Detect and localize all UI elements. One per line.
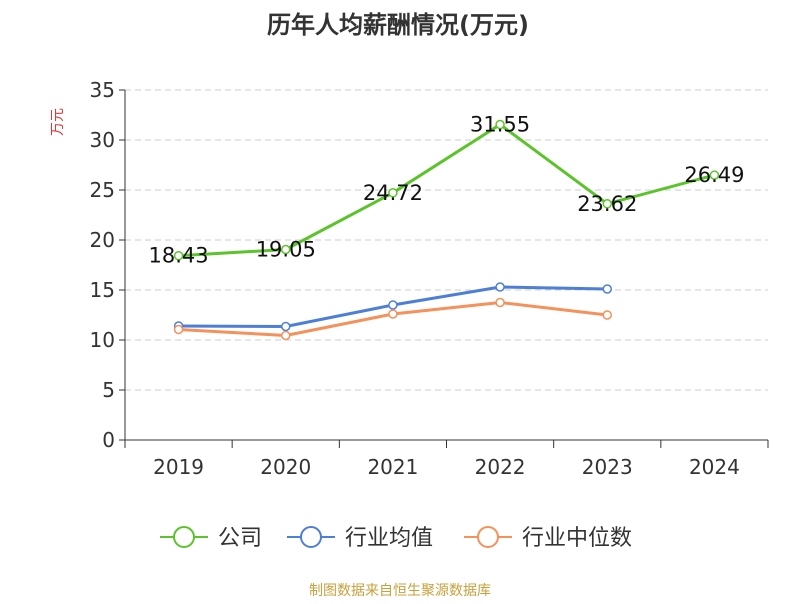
- data-label: 19.05: [256, 238, 316, 262]
- series-line: [178, 123, 715, 258]
- y-tick-label: 30: [90, 128, 115, 152]
- x-tick-label: 2019: [153, 455, 204, 479]
- data-point[interactable]: [602, 310, 612, 320]
- data-point[interactable]: [388, 188, 398, 198]
- legend-item-1[interactable]: 行业均值: [287, 526, 433, 551]
- y-tick-label: 0: [102, 428, 115, 452]
- y-tick-label: 5: [102, 378, 115, 402]
- legend-label: 公司: [218, 526, 262, 551]
- legend[interactable]: 公司 行业均值 行业中位数: [160, 526, 632, 551]
- data-point[interactable]: [388, 300, 398, 310]
- y-tick-label: 25: [90, 178, 115, 202]
- x-tick-label: 2022: [475, 455, 526, 479]
- legend-label: 行业均值: [345, 526, 433, 551]
- series-group: [173, 119, 720, 341]
- data-point[interactable]: [495, 282, 505, 292]
- x-tick-label: 2020: [260, 455, 311, 479]
- x-tick-label: 2024: [689, 455, 740, 479]
- series-2: [173, 297, 612, 341]
- x-tick-label: 2021: [367, 455, 418, 479]
- data-point[interactable]: [495, 297, 505, 308]
- data-point[interactable]: [388, 309, 398, 319]
- data-point[interactable]: [495, 119, 505, 130]
- legend-item-0[interactable]: 公司: [160, 526, 262, 551]
- data-label: 26.49: [684, 163, 744, 187]
- grid-lines: [125, 89, 768, 391]
- x-tick-label: 2023: [582, 455, 633, 479]
- data-point[interactable]: [602, 284, 612, 294]
- y-axis-label: 万元: [50, 108, 66, 136]
- legend-label: 行业中位数: [522, 526, 632, 551]
- y-tick-label: 10: [90, 328, 115, 352]
- chart-title: 历年人均薪酬情况(万元): [267, 11, 529, 39]
- data-label: 31.55: [470, 113, 530, 137]
- data-label: 18.43: [149, 244, 209, 268]
- data-point[interactable]: [709, 170, 720, 180]
- legend-item-2[interactable]: 行业中位数: [464, 526, 632, 551]
- series-0: [173, 119, 720, 261]
- y-tick-label: 35: [90, 78, 115, 102]
- data-point[interactable]: [173, 250, 184, 261]
- data-point[interactable]: [281, 330, 291, 341]
- axes: 0 5 10 15 20 25 30 35 2019 2020 2021 2022 2023 2024: [90, 78, 769, 479]
- data-point[interactable]: [173, 324, 184, 335]
- data-point[interactable]: [602, 199, 612, 209]
- data-labels: 18.43 19.05 24.72 31.55 23.62 26.49: [149, 113, 745, 268]
- data-label: 24.72: [363, 181, 423, 205]
- data-label: 23.62: [577, 192, 637, 216]
- y-tick-label: 20: [90, 228, 115, 252]
- series-1: [173, 282, 612, 332]
- data-source-footer: 制图数据来自恒生聚源数据库: [309, 583, 491, 599]
- legend-marker-icon: [300, 526, 322, 548]
- data-point[interactable]: [281, 321, 291, 332]
- data-point[interactable]: [281, 244, 291, 255]
- y-tick-label: 15: [90, 278, 115, 302]
- legend-marker-icon: [173, 526, 195, 548]
- legend-marker-icon: [477, 526, 499, 548]
